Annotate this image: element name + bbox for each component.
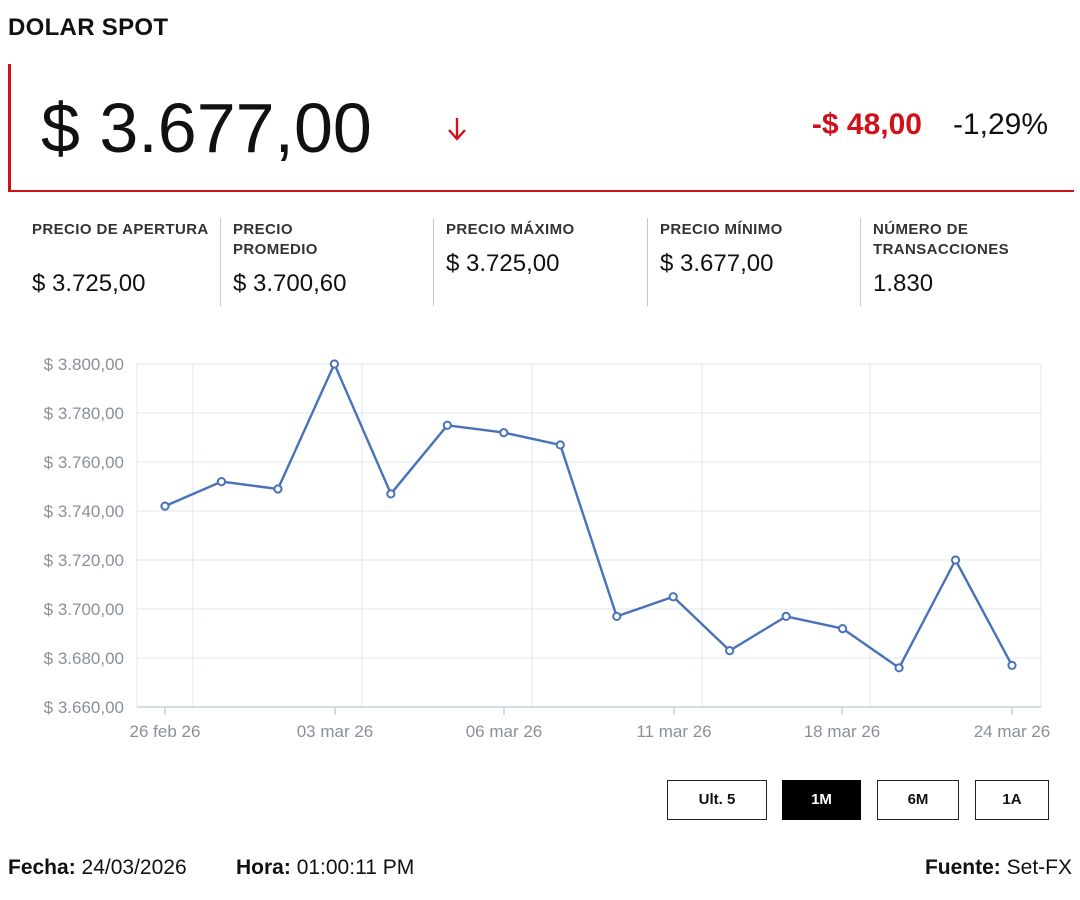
price-panel: $ 3.677,00 -$ 48,00 -1,29% xyxy=(8,64,1074,192)
x-tick-label: 03 mar 26 xyxy=(297,722,374,741)
y-tick-label: $ 3.740,00 xyxy=(44,502,124,521)
stat-opening: PRECIO DE APERTURA $ 3.725,00 xyxy=(20,218,220,306)
stat-label: NÚMERO DE TRANSACCIONES xyxy=(873,221,1010,258)
data-point xyxy=(950,555,961,565)
source-value: Set-FX xyxy=(1006,856,1072,879)
y-tick-label: $ 3.680,00 xyxy=(44,649,124,668)
date-value: 24/03/2026 xyxy=(81,856,187,879)
stat-value: $ 3.725,00 xyxy=(446,250,560,277)
current-price: $ 3.677,00 xyxy=(41,89,372,167)
x-tick-label: 06 mar 26 xyxy=(466,722,543,741)
data-point xyxy=(781,611,791,621)
data-point xyxy=(725,646,735,656)
stat-value: $ 3.725,00 xyxy=(32,270,146,297)
data-point xyxy=(386,489,396,499)
x-tick-label: 24 mar 26 xyxy=(974,722,1051,741)
data-point xyxy=(612,611,622,621)
range-button-1a[interactable]: 1A xyxy=(975,780,1049,820)
stat-average: PRECIO PROMEDIO $ 3.700,60 xyxy=(220,218,421,306)
y-tick-label: $ 3.760,00 xyxy=(44,453,124,472)
y-tick-label: $ 3.700,00 xyxy=(44,600,124,619)
data-point xyxy=(555,440,565,450)
data-point xyxy=(668,592,678,602)
stat-value: 1.830 xyxy=(873,270,934,297)
footer-source: Fuente: Set-FX xyxy=(925,856,1072,880)
source-label: Fuente: xyxy=(924,856,1001,879)
data-point xyxy=(329,359,339,369)
y-tick-label: $ 3.720,00 xyxy=(44,551,124,570)
price-change-percent: -1,29% xyxy=(952,108,1048,141)
stat-label: PRECIO MÍNIMO xyxy=(660,221,783,238)
stat-label: PRECIO MÁXIMO xyxy=(446,221,575,238)
footer-time: Hora: 01:00:11 PM xyxy=(236,856,414,880)
y-tick-label: $ 3.800,00 xyxy=(44,355,124,374)
range-button-1m[interactable]: 1M xyxy=(782,780,861,820)
data-point xyxy=(216,477,227,487)
stat-value: $ 3.677,00 xyxy=(660,250,774,277)
y-tick-label: $ 3.780,00 xyxy=(44,404,124,423)
stat-min: PRECIO MÍNIMO $ 3.677,00 xyxy=(647,218,848,306)
stat-transactions: NÚMERO DE TRANSACCIONES 1.830 xyxy=(860,218,1061,306)
series-line xyxy=(164,362,1014,669)
price-line-chart: $ 3.800,00 $ 3.780,00 $ 3.760,00 $ 3.740,00… xyxy=(44,355,1051,741)
date-label: Fecha: xyxy=(8,856,76,879)
stat-max: PRECIO MÁXIMO $ 3.725,00 xyxy=(433,218,634,306)
stat-value: $ 3.700,60 xyxy=(233,270,347,297)
time-value: 01:00:11 PM xyxy=(296,856,415,879)
stat-label: PRECIO DE APERTURA xyxy=(32,221,209,238)
y-tick-label: $ 3.660,00 xyxy=(44,698,124,717)
data-point xyxy=(838,624,848,634)
data-point xyxy=(894,663,904,673)
data-point xyxy=(499,428,509,438)
footer-date: Fecha: 24/03/2026 xyxy=(8,856,187,880)
range-button-ult5[interactable]: Ult. 5 xyxy=(667,780,767,820)
x-tick-label: 26 feb 26 xyxy=(130,722,201,741)
range-button-6m[interactable]: 6M xyxy=(877,780,959,820)
x-tick-label: 11 mar 26 xyxy=(636,722,711,741)
data-point xyxy=(273,484,283,494)
data-point xyxy=(160,501,170,511)
stats-row: PRECIO DE APERTURA $ 3.725,00 PRECIO PRO… xyxy=(20,218,1070,306)
page-title: DOLAR SPOT xyxy=(8,14,169,41)
data-point xyxy=(1007,660,1017,670)
data-point xyxy=(442,420,452,430)
stat-label: PRECIO PROMEDIO xyxy=(233,221,318,258)
arrow-down-icon xyxy=(448,118,466,141)
x-tick-label: 18 mar 26 xyxy=(804,722,881,741)
time-label: Hora: xyxy=(236,856,291,879)
price-change: -$ 48,00 xyxy=(811,108,922,141)
